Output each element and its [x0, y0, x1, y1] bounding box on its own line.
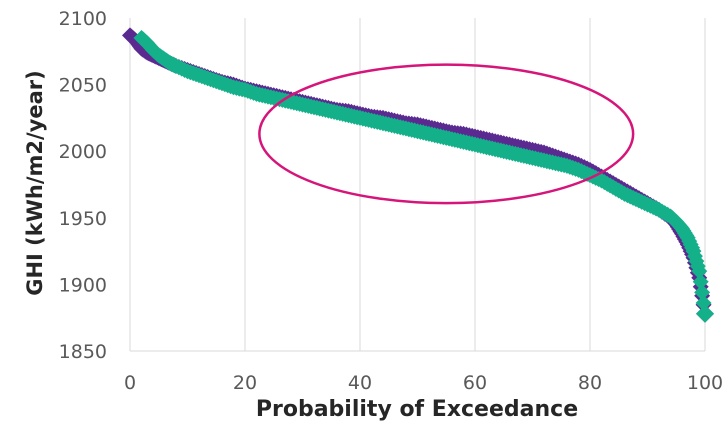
x-tick-label: 60: [463, 372, 487, 394]
x-tick-label: 20: [233, 372, 257, 394]
data-point: [691, 263, 708, 280]
y-tick-label: 2100: [59, 8, 107, 30]
y-tick-label: 1900: [59, 274, 107, 296]
x-tick-label: 40: [348, 372, 372, 394]
series-2: [133, 29, 714, 323]
data-point: [696, 304, 714, 323]
y-tick-label: 1950: [59, 208, 107, 230]
y-axis-title: GHI (kWh/m2/year): [23, 70, 47, 296]
data-point: [694, 284, 711, 301]
data-point: [692, 273, 709, 290]
x-tick-label: 80: [578, 372, 602, 394]
data-point: [695, 295, 712, 312]
highlight-ellipse: [258, 63, 635, 205]
y-tick-label: 1850: [59, 341, 107, 363]
x-tick-label: 100: [687, 372, 723, 394]
x-axis-title: Probability of Exceedance: [256, 397, 578, 422]
y-tick-label: 2050: [59, 75, 107, 97]
x-tick-label: 0: [124, 372, 136, 394]
y-tick-label: 2000: [59, 141, 107, 163]
